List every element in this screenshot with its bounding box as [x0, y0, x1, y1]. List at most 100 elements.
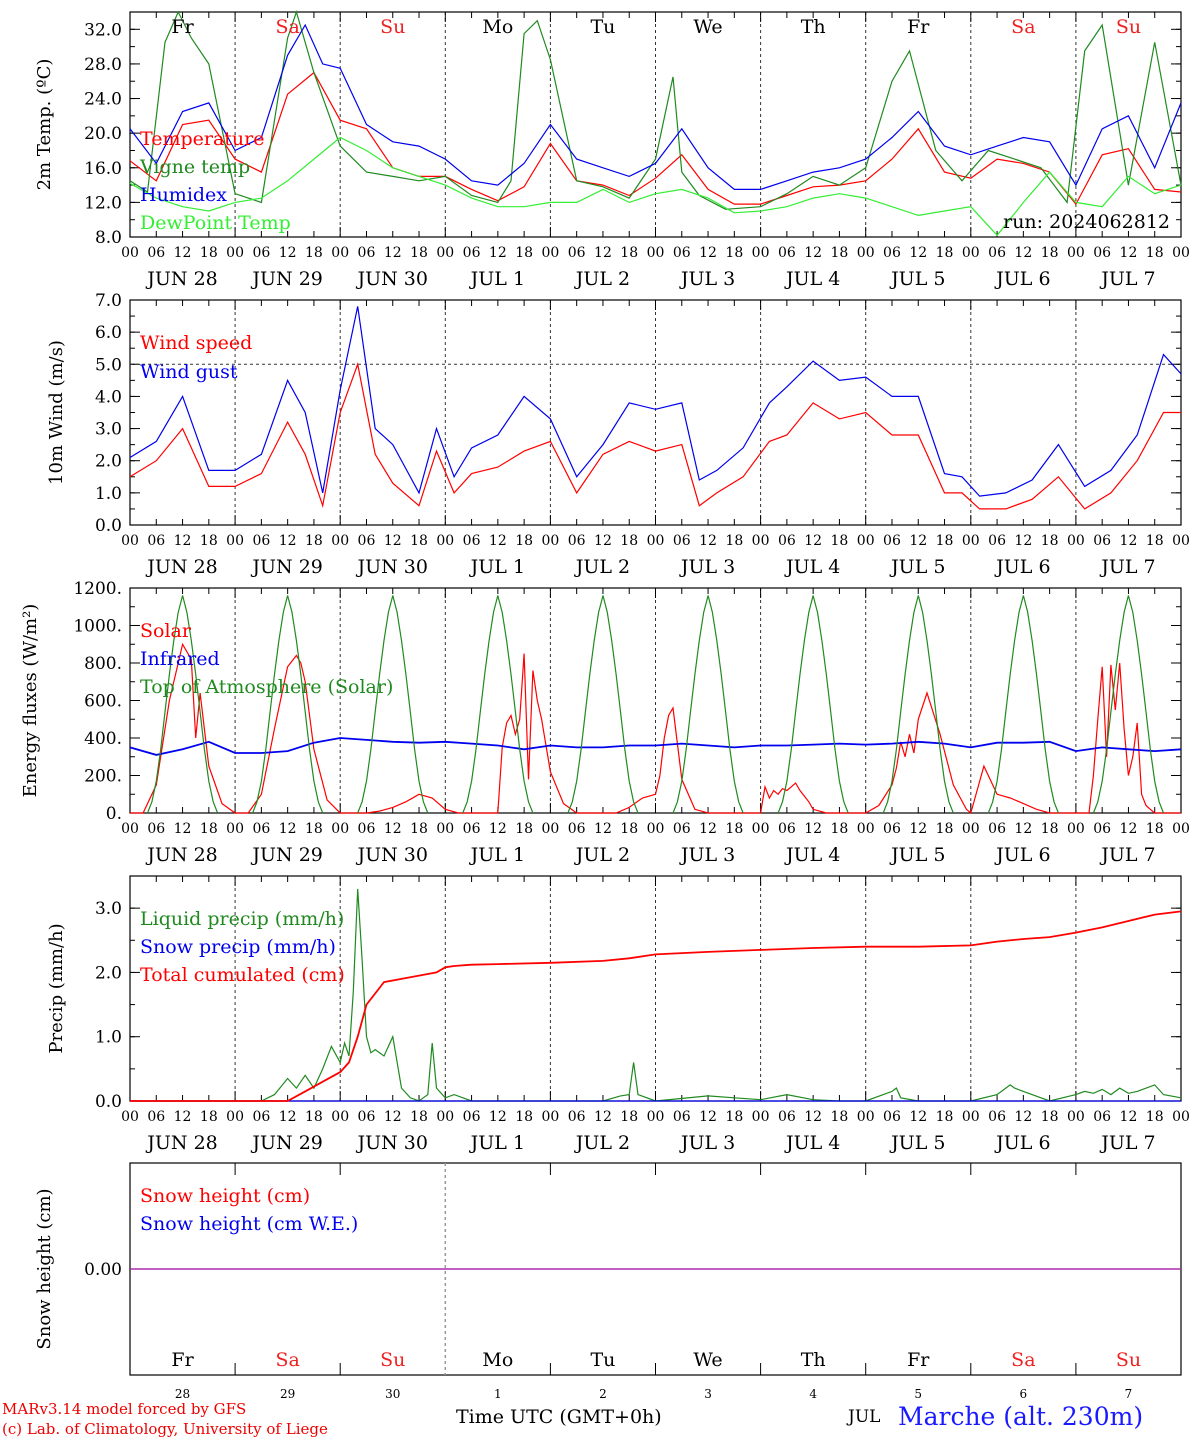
hour-tick-label: 18 [200, 821, 218, 837]
hour-tick-label: 06 [147, 1109, 165, 1125]
series-line [129, 737, 1182, 756]
hour-tick-label: 06 [358, 245, 376, 261]
hour-tick-label: 18 [725, 245, 743, 261]
hour-tick-label: 00 [226, 1109, 244, 1125]
hour-tick-label: 00 [752, 1109, 770, 1125]
hour-tick-label: 12 [1120, 533, 1138, 549]
date-label: JUL 4 [784, 844, 840, 866]
date-label: JUL 1 [469, 268, 525, 290]
y-tick-label: 4.0 [95, 387, 122, 407]
date-label: JUN 30 [356, 1132, 428, 1154]
hour-tick-label: 18 [1041, 1109, 1059, 1125]
hour-tick-label: 06 [463, 1109, 481, 1125]
legend-entry: Liquid precip (mm/h) [140, 908, 344, 930]
series-line-toa-solar [882, 595, 954, 814]
hour-tick-label: 12 [594, 245, 612, 261]
hour-tick-label: 18 [515, 245, 533, 261]
hour-tick-label: 00 [436, 821, 454, 837]
date-label: JUL 4 [784, 268, 840, 290]
hour-tick-label: 00 [857, 533, 875, 549]
hour-tick-label: 12 [489, 533, 507, 549]
hour-tick-label: 18 [936, 245, 954, 261]
hour-tick-label: 12 [279, 533, 297, 549]
day-number-label: 6 [1020, 1387, 1028, 1400]
weekday-label: Su [1116, 1349, 1141, 1371]
y-tick-label: 5.0 [95, 355, 122, 375]
hour-tick-label: 06 [673, 533, 691, 549]
y-tick-label: 1.0 [95, 1028, 122, 1048]
hour-tick-label: 12 [1120, 1109, 1138, 1125]
series-line-toa-solar [672, 595, 744, 814]
y-tick-label: 20.0 [84, 124, 122, 144]
series-line-toa-solar [567, 595, 639, 814]
hour-tick-label: 18 [200, 533, 218, 549]
y-tick-label: 800. [84, 654, 122, 674]
date-label: JUL 5 [889, 556, 945, 578]
weekday-label: Mo [482, 16, 513, 38]
y-tick-label: 1200. [73, 579, 122, 599]
date-label: JUN 28 [145, 268, 217, 290]
y-tick-label: 0.00 [84, 1260, 122, 1280]
hour-tick-label: 12 [909, 821, 927, 837]
series-line-toa-solar [462, 595, 534, 814]
series-line-toa-solar [987, 595, 1059, 814]
hour-tick-label: 18 [305, 533, 323, 549]
weekday-label: Tu [590, 1349, 615, 1371]
hour-tick-label: 12 [804, 245, 822, 261]
date-label: JUL 4 [784, 556, 840, 578]
hour-tick-label: 00 [1067, 821, 1085, 837]
y-axis-label: Precip (mm/h) [46, 923, 67, 1053]
hour-tick-label: 06 [1093, 1109, 1111, 1125]
y-axis-label: Snow height (cm) [34, 1188, 55, 1349]
hour-tick-label: 12 [1120, 821, 1138, 837]
station-title: Marche (alt. 230m) [898, 1402, 1144, 1431]
hour-tick-label: 00 [1172, 821, 1190, 837]
series-line [129, 9, 1182, 210]
weekday-label: Th [801, 16, 826, 38]
hour-tick-label: 00 [1172, 245, 1190, 261]
hour-tick-label: 18 [305, 245, 323, 261]
series-line [129, 71, 1182, 206]
hour-tick-label: 06 [568, 821, 586, 837]
hour-tick-label: 12 [804, 1109, 822, 1125]
hour-tick-label: 12 [699, 245, 717, 261]
y-tick-label: 1000. [73, 617, 122, 637]
date-label: JUL 6 [994, 556, 1050, 578]
hour-tick-label: 12 [699, 533, 717, 549]
hour-tick-label: 06 [988, 533, 1006, 549]
hour-tick-label: 00 [331, 1109, 349, 1125]
hour-tick-label: 00 [541, 821, 559, 837]
hour-tick-label: 00 [541, 245, 559, 261]
hour-tick-label: 06 [252, 245, 270, 261]
hour-tick-label: 00 [436, 533, 454, 549]
weekday-label: Tu [590, 16, 615, 38]
month-label: JUL [848, 1407, 881, 1427]
hour-tick-label: 06 [673, 245, 691, 261]
day-number-label: 5 [914, 1387, 922, 1400]
hour-tick-label: 18 [410, 533, 428, 549]
hour-tick-label: 18 [936, 533, 954, 549]
date-label: JUL 2 [574, 556, 630, 578]
date-label: JUN 30 [356, 556, 428, 578]
hour-tick-label: 06 [463, 533, 481, 549]
legend-entry: DewPoint Temp [140, 212, 291, 234]
hour-tick-label: 12 [1014, 1109, 1032, 1125]
hour-tick-label: 00 [962, 1109, 980, 1125]
hour-tick-label: 18 [1146, 821, 1164, 837]
series-line [129, 306, 1182, 497]
hour-tick-label: 12 [489, 245, 507, 261]
y-tick-label: 24.0 [84, 90, 122, 110]
y-tick-label: 7.0 [95, 291, 122, 311]
y-tick-label: 32.0 [84, 20, 122, 40]
hour-tick-label: 12 [594, 821, 612, 837]
hour-tick-label: 12 [279, 1109, 297, 1125]
hour-tick-label: 12 [699, 821, 717, 837]
hour-tick-label: 12 [174, 245, 192, 261]
y-tick-label: 28.0 [84, 55, 122, 75]
day-number-label: 2 [599, 1387, 607, 1400]
date-label: JUL 7 [1099, 844, 1155, 866]
date-label: JUL 4 [784, 1132, 840, 1154]
hour-tick-label: 18 [410, 1109, 428, 1125]
hour-tick-label: 06 [463, 821, 481, 837]
legend-entry: Humidex [140, 184, 227, 206]
